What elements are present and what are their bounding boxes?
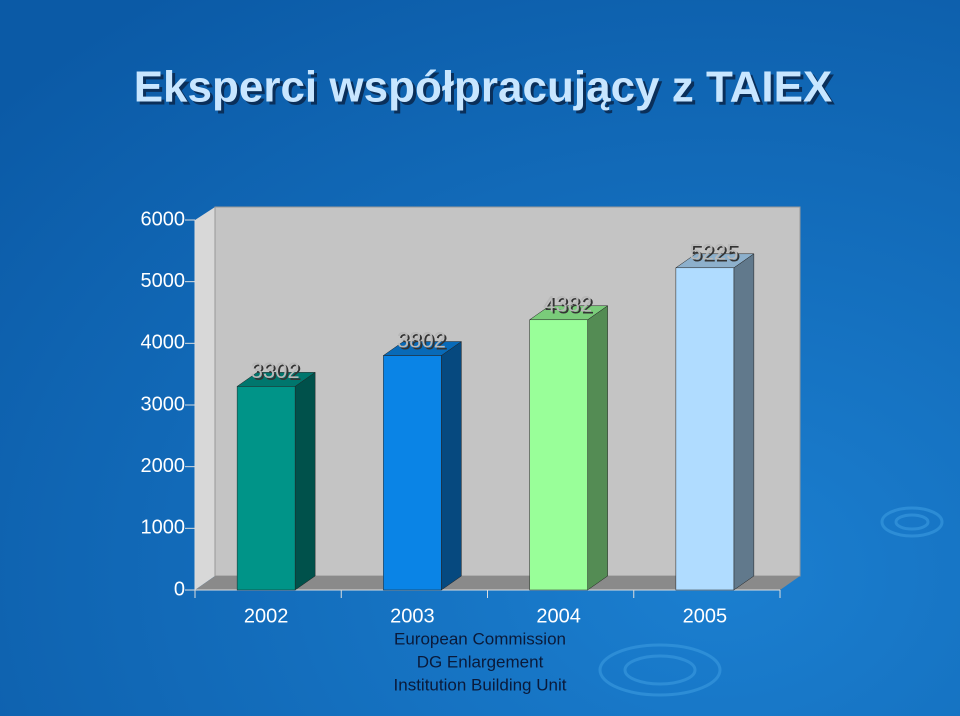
y-tick-label: 4000 (141, 332, 186, 354)
value-label: 5225 (689, 240, 738, 265)
y-tick-label: 1000 (141, 517, 186, 539)
floor (195, 576, 800, 590)
bar-side (733, 253, 755, 591)
value-label: 3302 (251, 358, 300, 383)
footer-line: Institution Building Unit (394, 675, 567, 694)
x-tick-label: 2005 (683, 605, 728, 627)
y-tick-label: 0 (174, 578, 185, 600)
bar-side (294, 371, 316, 591)
bar (529, 319, 588, 591)
side-wall (195, 207, 215, 590)
ripple-decoration (598, 506, 944, 697)
value-label-shadow: 5225 (691, 242, 740, 267)
bar (236, 386, 296, 591)
y-tick-label: 5000 (141, 270, 186, 292)
x-tick-label: 2004 (536, 605, 581, 627)
bar-side (441, 341, 462, 591)
value-label-shadow: 3802 (399, 329, 448, 354)
value-label: 4382 (543, 292, 592, 317)
value-label-shadow: 4382 (545, 294, 594, 319)
x-tick-label: 2002 (244, 605, 289, 627)
bar (383, 355, 442, 591)
chart-title: Eksperci współpracujący z TAIEX (134, 63, 833, 112)
y-tick-label: 2000 (141, 455, 186, 477)
y-tick-label: 3000 (141, 393, 186, 415)
bar (675, 267, 735, 591)
footer-line: European Commission (394, 629, 566, 648)
y-tick-label: 6000 (141, 208, 186, 230)
value-label: 3802 (397, 327, 446, 352)
x-tick-label: 2003 (390, 605, 435, 627)
footer-line: DG Enlargement (417, 652, 544, 671)
bar-side (587, 305, 608, 591)
value-label-shadow: 3302 (253, 360, 302, 385)
title-shadow: Eksperci współpracujący z TAIEX (137, 66, 836, 115)
